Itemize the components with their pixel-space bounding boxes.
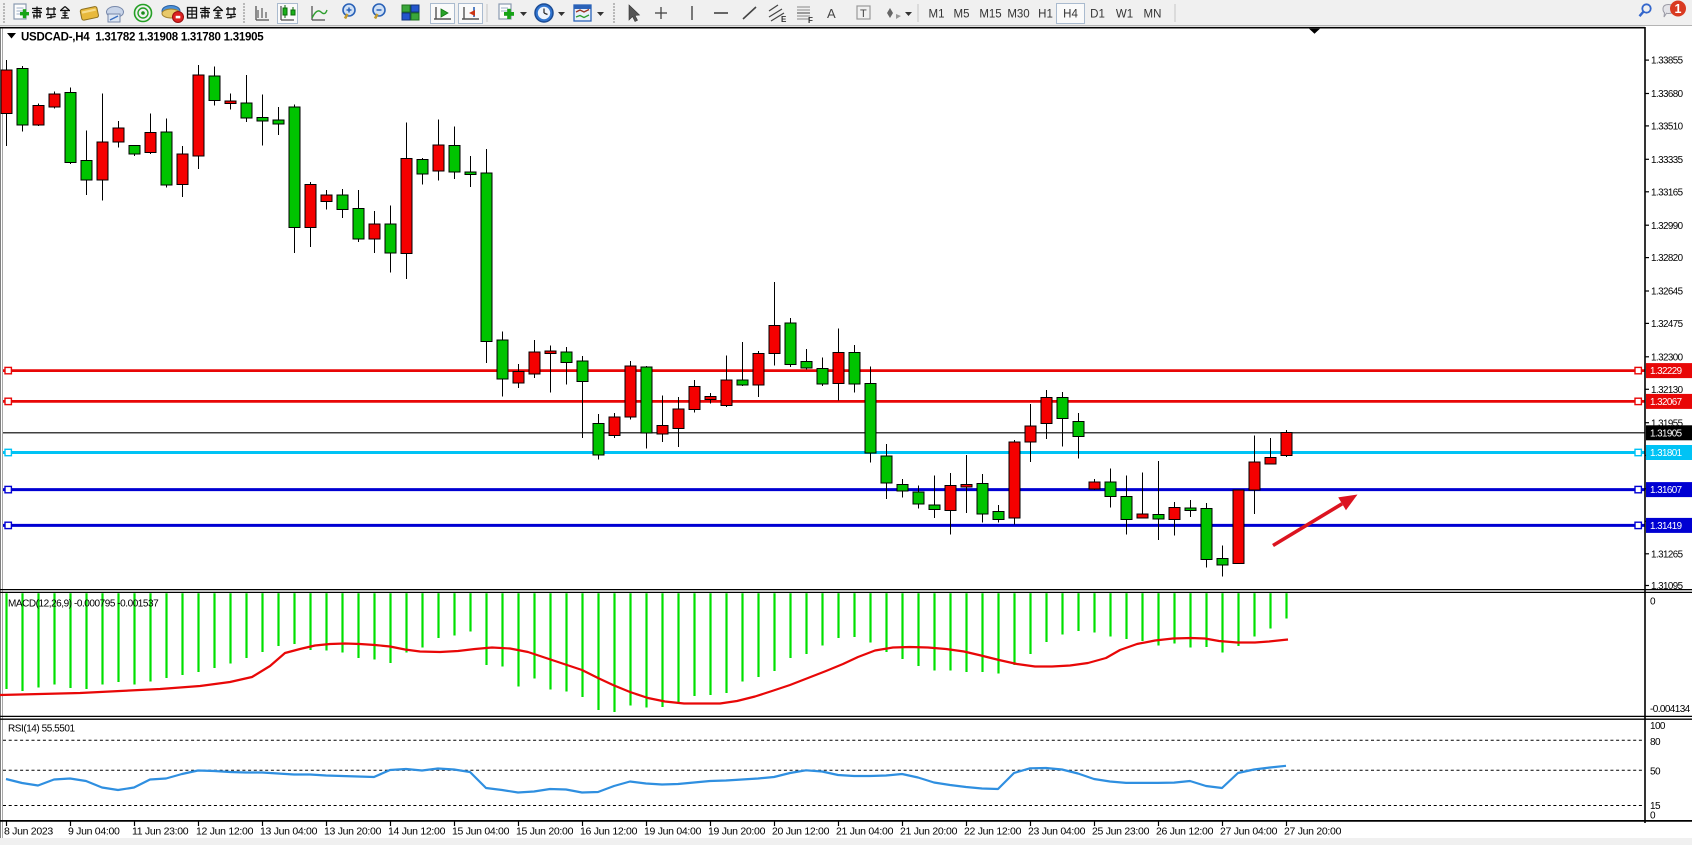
svg-text:22 Jun 12:00: 22 Jun 12:00 [964, 826, 1022, 838]
svg-text:23 Jun 04:00: 23 Jun 04:00 [1028, 826, 1086, 838]
svg-text:1.33335: 1.33335 [1651, 155, 1684, 166]
svg-text:1.32990: 1.32990 [1651, 221, 1684, 232]
svg-text:1: 1 [1675, 2, 1682, 16]
svg-text:50: 50 [1650, 767, 1661, 778]
svg-text:MN: MN [1144, 9, 1162, 21]
svg-text:1.31955: 1.31955 [1651, 418, 1684, 429]
svg-text:11 Jun 23:00: 11 Jun 23:00 [132, 826, 189, 838]
svg-text:1.32645: 1.32645 [1651, 287, 1684, 298]
svg-text:8 Jun 2023: 8 Jun 2023 [4, 826, 53, 838]
svg-text:1.32067: 1.32067 [1650, 397, 1682, 408]
svg-text:13 Jun 20:00: 13 Jun 20:00 [324, 826, 382, 838]
svg-text:1.32229: 1.32229 [1650, 366, 1682, 377]
svg-text:D1: D1 [1090, 9, 1105, 21]
svg-text:1.31607: 1.31607 [1650, 485, 1682, 496]
svg-text:100: 100 [1650, 721, 1666, 732]
svg-text:MACD(12,26,9) -0.000795 -0.001: MACD(12,26,9) -0.000795 -0.001537 [8, 599, 159, 610]
svg-text:15: 15 [1650, 801, 1661, 812]
svg-text:M1: M1 [929, 9, 945, 21]
svg-text:E: E [781, 15, 787, 24]
svg-text:T: T [860, 8, 867, 20]
svg-text:12 Jun 12:00: 12 Jun 12:00 [196, 826, 254, 838]
svg-text:M5: M5 [954, 9, 970, 21]
svg-text:21 Jun 20:00: 21 Jun 20:00 [900, 826, 958, 838]
svg-text:1.33855: 1.33855 [1651, 56, 1684, 67]
svg-text:1.31419: 1.31419 [1650, 521, 1682, 532]
svg-text:M30: M30 [1007, 9, 1029, 21]
svg-text:F: F [808, 16, 813, 25]
svg-text:26 Jun 12:00: 26 Jun 12:00 [1156, 826, 1214, 838]
svg-text:9 Jun 04:00: 9 Jun 04:00 [68, 826, 120, 838]
svg-text:1.33165: 1.33165 [1651, 187, 1684, 198]
svg-text:13 Jun 04:00: 13 Jun 04:00 [260, 826, 318, 838]
svg-text:1.31905: 1.31905 [1650, 428, 1683, 439]
svg-text:1.32820: 1.32820 [1651, 253, 1684, 264]
svg-text:19 Jun 04:00: 19 Jun 04:00 [644, 826, 702, 838]
svg-text:27 Jun 04:00: 27 Jun 04:00 [1220, 826, 1278, 838]
svg-text:1.33680: 1.33680 [1651, 89, 1684, 100]
svg-text:W1: W1 [1116, 9, 1133, 21]
svg-text:-0.004134: -0.004134 [1650, 704, 1691, 715]
svg-text:80: 80 [1650, 737, 1661, 748]
svg-text:1.31095: 1.31095 [1651, 581, 1684, 592]
svg-text:USDCAD-,H4 1.31782 1.31908 1.: USDCAD-,H4 1.31782 1.31908 1.31780 1.319… [21, 32, 264, 44]
svg-text:0: 0 [1650, 597, 1656, 608]
svg-text:19 Jun 20:00: 19 Jun 20:00 [708, 826, 766, 838]
svg-text:1.32130: 1.32130 [1651, 385, 1684, 396]
svg-text:1.32300: 1.32300 [1651, 352, 1684, 363]
svg-text:16 Jun 12:00: 16 Jun 12:00 [580, 826, 638, 838]
svg-text:M15: M15 [979, 9, 1001, 21]
svg-text:1.33510: 1.33510 [1651, 122, 1684, 133]
svg-text:H4: H4 [1063, 9, 1078, 21]
svg-text:A: A [827, 6, 836, 21]
svg-text:RSI(14) 55.5501: RSI(14) 55.5501 [8, 724, 76, 735]
svg-text:H1: H1 [1038, 9, 1053, 21]
svg-text:14 Jun 12:00: 14 Jun 12:00 [388, 826, 446, 838]
svg-text:1.31801: 1.31801 [1650, 448, 1682, 459]
svg-text:21 Jun 04:00: 21 Jun 04:00 [836, 826, 894, 838]
svg-text:15 Jun 20:00: 15 Jun 20:00 [516, 826, 574, 838]
svg-text:25 Jun 23:00: 25 Jun 23:00 [1092, 826, 1150, 838]
svg-text:15 Jun 04:00: 15 Jun 04:00 [452, 826, 510, 838]
svg-text:0: 0 [1650, 811, 1656, 822]
svg-text:1.32475: 1.32475 [1651, 319, 1684, 330]
svg-text:1.31265: 1.31265 [1651, 549, 1684, 560]
svg-text:27 Jun 20:00: 27 Jun 20:00 [1284, 826, 1342, 838]
svg-text:20 Jun 12:00: 20 Jun 12:00 [772, 826, 830, 838]
